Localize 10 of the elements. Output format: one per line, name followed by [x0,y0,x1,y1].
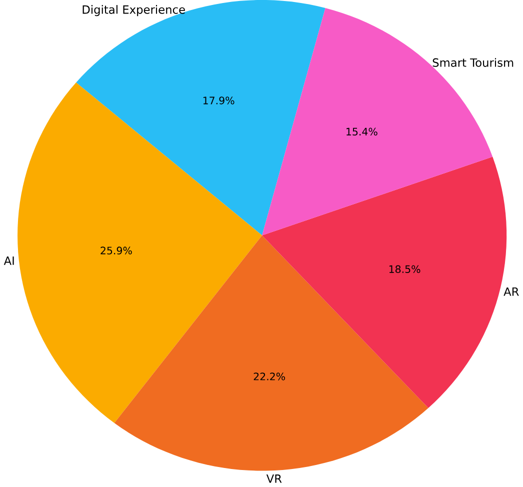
slice-label: VR [266,474,282,484]
data-label: 15.4% [346,128,378,136]
slice-label: AI [4,256,14,266]
slice-label: Digital Experience [82,5,185,16]
data-label: 22.2% [254,372,286,381]
data-label: 25.9% [100,246,132,255]
slice-label: AR [504,288,519,296]
data-label: 17.9% [203,96,234,105]
slice-label: Smart Tourism [432,58,514,68]
data-label: 18.5% [389,265,420,274]
